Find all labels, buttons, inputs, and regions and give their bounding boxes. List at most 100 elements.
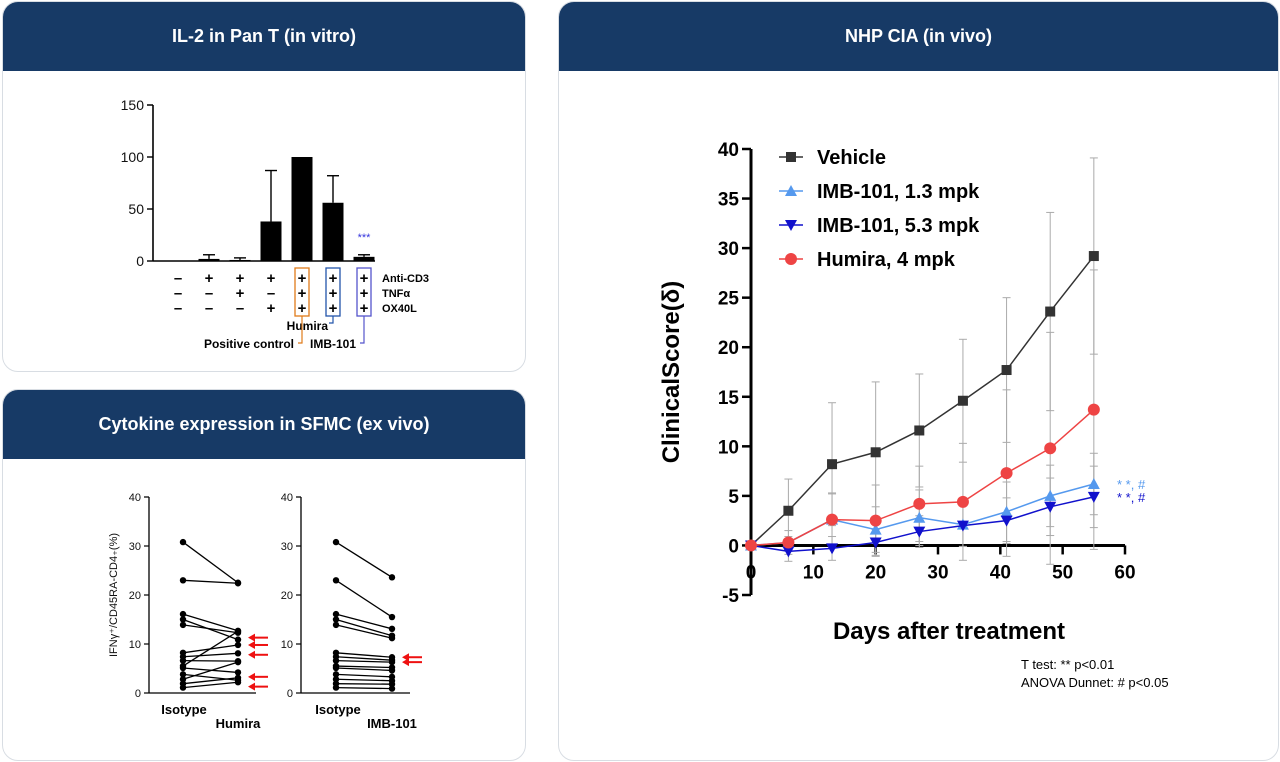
legend-label: IMB-101, 1.3 mpk	[817, 181, 980, 203]
significance-label: ***	[358, 232, 372, 244]
data-point	[1087, 491, 1100, 503]
legend-label: IMB-101, 5.3 mpk	[817, 215, 980, 237]
red-arrow-head	[248, 650, 255, 659]
pair-line	[335, 618, 393, 637]
y-tick-label: 30	[129, 541, 141, 553]
data-point	[914, 425, 925, 436]
y-axis-label: IFNγ⁺/CD45RA-CD4₊(%)	[108, 533, 120, 657]
data-point	[1045, 306, 1056, 317]
y-tick-label: 20	[281, 590, 293, 602]
data-point	[179, 664, 187, 672]
legend-label: Humira, 4 mpk	[817, 249, 956, 271]
cytokine-panel: Cytokine expression in SFMC (ex vivo) IF…	[2, 389, 526, 761]
data-point	[826, 543, 839, 555]
data-point	[179, 577, 187, 584]
data-point	[956, 495, 969, 508]
pair-line	[335, 652, 393, 658]
y-tick-label: 30	[718, 239, 739, 260]
pair-line	[335, 579, 393, 618]
humira-connector	[329, 316, 334, 324]
y-tick-label: 15	[718, 388, 740, 409]
x-tick-label: 60	[1114, 562, 1135, 583]
condition-sign: –	[236, 300, 244, 317]
bar	[229, 259, 251, 261]
data-point	[388, 658, 396, 666]
pair-line	[335, 686, 393, 690]
y-tick-label: 10	[718, 437, 739, 458]
y-tick-label: -5	[722, 586, 739, 607]
x-axis-label: Days after treatment	[833, 618, 1065, 645]
data-point	[1044, 489, 1057, 501]
x-label: Humira	[216, 716, 262, 731]
y-tick-label: 0	[135, 688, 141, 700]
y-axis-label: ClinicalScore(δ)	[658, 281, 685, 464]
series-line	[750, 483, 1095, 547]
legend-marker	[786, 152, 796, 162]
data-point	[234, 580, 242, 587]
data-point	[332, 676, 340, 683]
pair-line	[335, 660, 393, 663]
il2-panel: IL-2 in Pan T (in vitro) 0 50 100 150 *** – + +…	[2, 1, 526, 372]
cia-panel: NHP CIA (in vivo) -5 0 5 10 15 20 25 30 35 40 0 10 2…	[558, 1, 1279, 761]
red-arrow-head	[248, 640, 255, 649]
data-point	[332, 616, 340, 623]
footnote: T test: ** p<0.01	[1021, 657, 1114, 672]
condition-sign: +	[236, 270, 245, 287]
pair-line	[182, 618, 239, 641]
red-arrow-head	[248, 672, 255, 681]
pair-line	[182, 652, 239, 658]
imb-101-label: IMB-101	[310, 337, 356, 351]
data-point	[388, 574, 396, 581]
y-tick-label: 5	[728, 487, 739, 508]
data-point	[332, 577, 340, 584]
data-point	[869, 537, 882, 549]
data-point	[332, 684, 340, 691]
pair-line	[335, 667, 393, 672]
condition-sign: +	[360, 285, 369, 302]
condition-sign: +	[298, 285, 307, 302]
bar	[291, 157, 313, 261]
data-point	[179, 671, 187, 678]
y-tick-label: 40	[129, 492, 141, 504]
cia-panel-title: NHP CIA (in vivo)	[559, 2, 1278, 71]
data-point	[234, 628, 242, 635]
data-point	[388, 625, 396, 633]
data-point	[234, 641, 242, 649]
condition-row-label: OX40L	[382, 303, 417, 315]
condition-sign: +	[267, 300, 276, 317]
data-point	[388, 667, 396, 674]
data-point	[783, 505, 794, 516]
pair-line	[182, 677, 239, 685]
y-tick-label: 35	[718, 190, 740, 211]
data-point	[1044, 442, 1057, 455]
data-point	[179, 676, 187, 683]
data-point	[332, 538, 340, 546]
data-point	[388, 685, 396, 692]
data-point	[1044, 501, 1057, 513]
bar	[260, 221, 282, 261]
data-point	[870, 447, 881, 458]
pair-line	[335, 656, 393, 661]
data-point	[332, 671, 340, 678]
data-point	[745, 539, 757, 552]
pair-line	[335, 613, 393, 630]
pair-line	[182, 541, 239, 584]
pair-line	[335, 673, 393, 678]
data-point	[913, 526, 926, 538]
red-arrow-head	[248, 682, 255, 691]
y-tick-label: 30	[281, 541, 293, 553]
data-point	[234, 650, 242, 657]
positive-connector	[298, 316, 303, 344]
data-point	[388, 613, 396, 621]
data-point	[234, 669, 242, 676]
data-point	[1087, 403, 1100, 416]
y-tick-label: 20	[129, 590, 141, 602]
condition-sign: –	[205, 300, 213, 317]
condition-sign: +	[236, 285, 245, 302]
y-tick-label: 0	[728, 536, 739, 557]
condition-sign: +	[360, 300, 369, 317]
data-point	[388, 634, 396, 642]
data-point	[179, 621, 187, 629]
condition-row-label: TNFα	[382, 288, 410, 300]
data-point	[1000, 505, 1013, 517]
